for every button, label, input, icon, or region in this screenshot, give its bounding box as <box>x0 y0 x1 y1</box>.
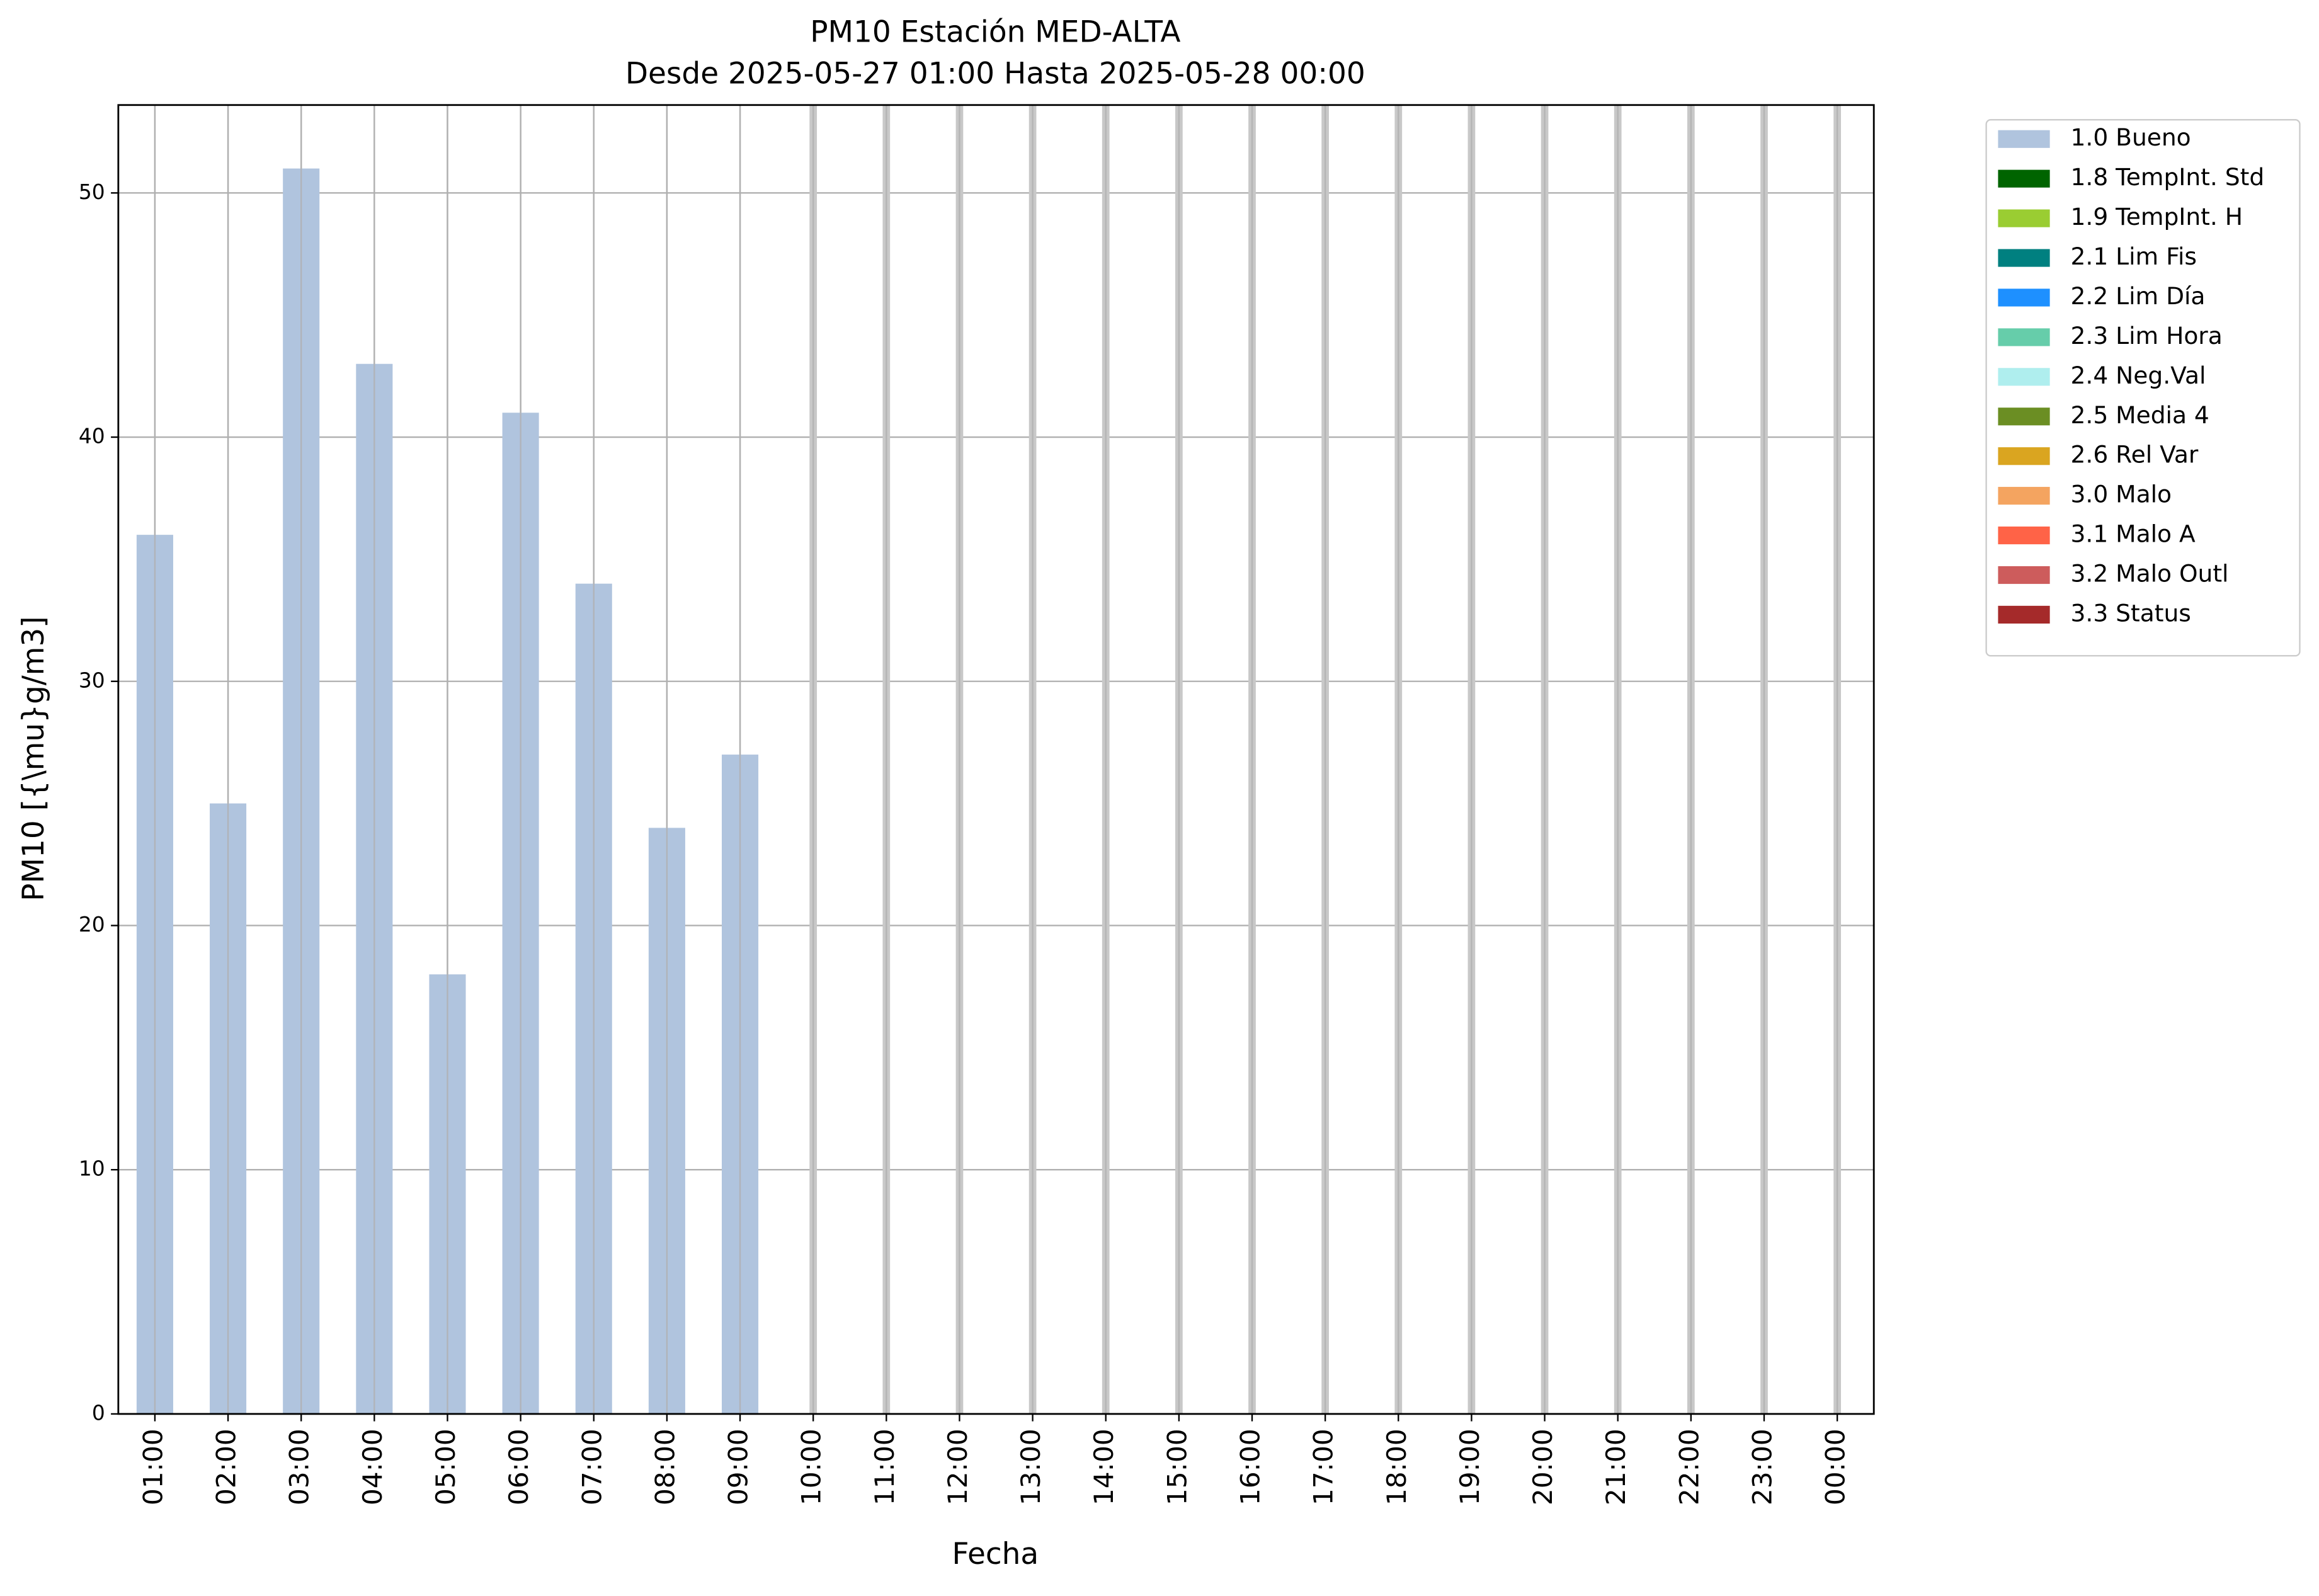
x-tick-label: 05:00 <box>430 1428 461 1505</box>
chart-subtitle: Desde 2025-05-27 01:00 Hasta 2025-05-28 … <box>625 56 1365 91</box>
legend-label: 2.4 Neg.Val <box>2071 362 2206 389</box>
x-axis-label: Fecha <box>952 1537 1039 1571</box>
x-tick-label: 09:00 <box>723 1428 754 1505</box>
legend-label: 3.3 Status <box>2071 599 2191 627</box>
x-tick-label: 15:00 <box>1161 1428 1192 1505</box>
legend-swatch <box>1998 130 2050 148</box>
y-tick-label: 30 <box>79 668 105 692</box>
x-tick-label: 04:00 <box>357 1428 388 1505</box>
legend-label: 2.2 Lim Día <box>2071 282 2206 310</box>
legend-swatch <box>1998 288 2050 307</box>
x-tick-label: 07:00 <box>576 1428 607 1505</box>
legend-swatch <box>1998 169 2050 188</box>
x-tick-label: 19:00 <box>1454 1428 1485 1505</box>
legend-swatch <box>1998 487 2050 505</box>
x-tick-label: 06:00 <box>503 1428 534 1505</box>
x-tick-label: 16:00 <box>1235 1428 1266 1505</box>
x-tick-label: 10:00 <box>796 1428 827 1505</box>
y-tick-label: 20 <box>79 912 105 937</box>
x-tick-label: 22:00 <box>1673 1428 1704 1505</box>
legend-swatch <box>1998 408 2050 426</box>
legend-swatch <box>1998 328 2050 346</box>
axes: 0 10 20 30 40 50 01:00 02:00 03:00 04:00 05:00 06:0… <box>79 104 1875 1505</box>
legend-label: 1.9 TempInt. H <box>2071 203 2243 231</box>
chart-title: PM10 Estación MED-ALTA <box>810 15 1180 50</box>
plot-frame <box>117 104 1875 1415</box>
legend-label: 1.8 TempInt. Std <box>2071 163 2265 191</box>
x-tick-label: 20:00 <box>1527 1428 1558 1505</box>
x-tick-label: 01:00 <box>137 1428 168 1505</box>
legend-swatch <box>1998 368 2050 386</box>
x-tick-label: 14:00 <box>1088 1428 1119 1505</box>
legend-swatch <box>1998 447 2050 465</box>
x-tick-label: 17:00 <box>1308 1428 1339 1505</box>
legend-label: 2.5 Media 4 <box>2071 401 2209 429</box>
legend-label: 2.3 Lim Hora <box>2071 322 2223 350</box>
x-tick-label: 03:00 <box>284 1428 315 1505</box>
bars <box>136 105 1838 1414</box>
x-tick-label: 02:00 <box>211 1428 242 1505</box>
x-tick-label: 21:00 <box>1600 1428 1631 1505</box>
legend-label: 3.1 Malo A <box>2071 520 2196 548</box>
y-tick-label: 50 <box>79 180 105 204</box>
x-tick-label: 00:00 <box>1820 1428 1851 1505</box>
x-tick-label: 13:00 <box>1015 1428 1046 1505</box>
y-tick-label: 0 <box>92 1400 105 1425</box>
x-tick-label: 11:00 <box>869 1428 900 1505</box>
x-tick-label: 08:00 <box>649 1428 680 1505</box>
legend-box <box>1985 119 2301 657</box>
x-tick-label: 23:00 <box>1746 1428 1777 1505</box>
x-tick-label: 18:00 <box>1381 1428 1412 1505</box>
y-axis-label: PM10 [{\mu}g/m3] <box>16 616 51 901</box>
legend-label: 2.1 Lim Fis <box>2071 242 2197 270</box>
legend-label: 2.6 Rel Var <box>2071 441 2199 469</box>
y-tick-label: 40 <box>79 424 105 448</box>
legend-label: 3.2 Malo Outl <box>2071 560 2229 588</box>
legend-label: 3.0 Malo <box>2071 481 2172 508</box>
y-tick-label: 10 <box>79 1156 105 1181</box>
legend: 1.0 Bueno 1.8 TempInt. Std 1.9 TempInt. H 2… <box>1985 119 2301 657</box>
legend-swatch <box>1998 249 2050 267</box>
legend-swatch <box>1998 526 2050 545</box>
legend-swatch <box>1998 566 2050 584</box>
legend-swatch <box>1998 605 2050 624</box>
legend-label: 1.0 Bueno <box>2071 123 2191 151</box>
legend-swatch <box>1998 209 2050 227</box>
x-tick-label: 12:00 <box>942 1428 973 1505</box>
